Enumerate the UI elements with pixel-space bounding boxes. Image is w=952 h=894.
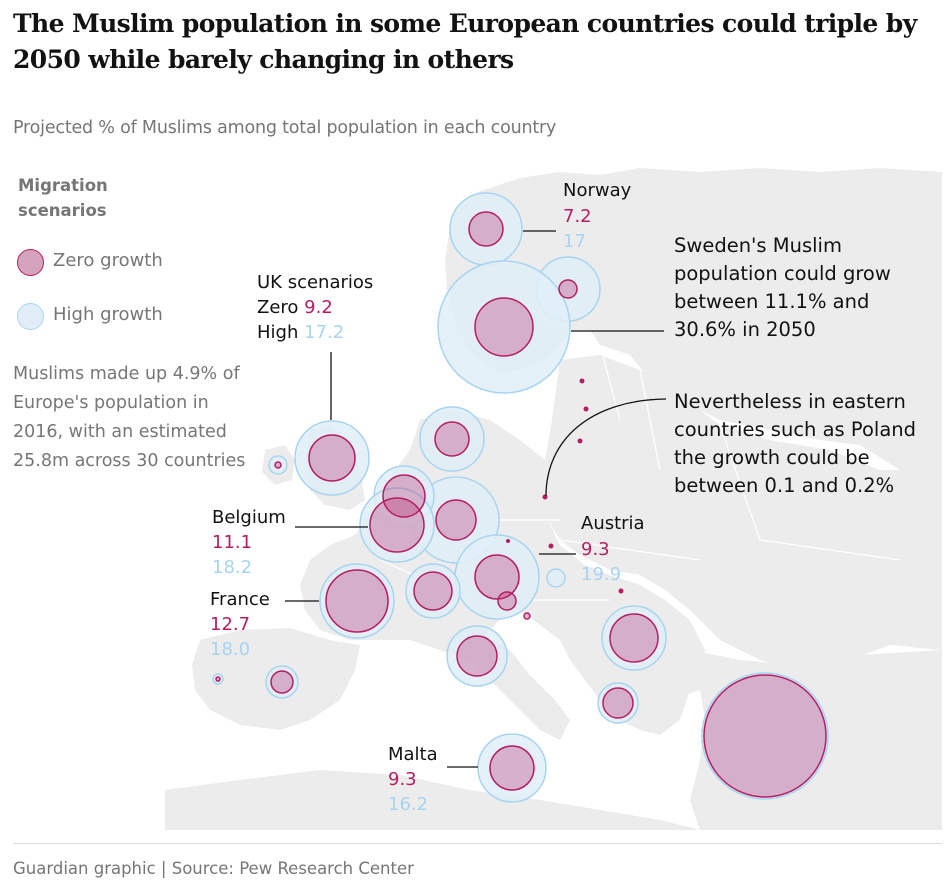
france-zero-bubble (325, 569, 389, 633)
malta-label: Malta (388, 744, 438, 765)
leader-lines (285, 230, 667, 768)
source-divider (13, 843, 942, 844)
belgium-high-value: 18.2 (212, 557, 253, 578)
greece-high-bubble (597, 682, 639, 724)
netherlands-zero-bubble (382, 474, 426, 518)
malta-high-bubble (477, 733, 547, 803)
ireland-high-bubble (268, 455, 288, 475)
uk-zero-prefix: Zero (257, 297, 299, 318)
norway-zero-value: 7.2 (563, 206, 592, 227)
uk-high-prefix: High (257, 322, 299, 343)
finland-zero-bubble (558, 279, 578, 299)
bulgaria-high-bubble (601, 605, 667, 671)
uk-zero-value: 9.2 (304, 297, 333, 318)
uk-zero-row: Zero 9.2 (257, 297, 333, 318)
slovakia-high-bubble (546, 568, 566, 588)
france-label: France (210, 589, 270, 610)
austria-zero-bubble (474, 554, 520, 600)
europe-map (165, 168, 942, 830)
sweden-callout: Sweden's Muslim population could grow be… (674, 232, 891, 344)
legend-zero-swatch (17, 249, 44, 276)
switzerland-zero-bubble (413, 571, 453, 611)
belgium-zero-value: 11.1 (212, 532, 253, 553)
uk-label: UK scenarios (257, 272, 374, 293)
uk-zero-bubble (308, 434, 356, 482)
chart-title: The Muslim population in some European c… (13, 9, 917, 74)
czechia-dot (548, 543, 554, 549)
poland-callout-line1: Nevertheless in eastern (674, 390, 906, 413)
belgium-high-bubble (359, 487, 435, 563)
poland-callout: Nevertheless in eastern countries such a… (674, 388, 916, 500)
cyprus-high-bubble (701, 672, 829, 800)
uk-high-row: High 17.2 (257, 322, 344, 343)
uk-high-bubble (294, 420, 370, 496)
sweden-callout-line3: between 11.1% and (674, 290, 870, 313)
germany-zero-bubble (435, 499, 477, 541)
land-north (445, 168, 942, 470)
estonia-dot (579, 378, 585, 384)
zero-growth-bubbles (215, 211, 827, 798)
latvia-dot (583, 406, 589, 412)
hungary-dot (618, 588, 624, 594)
sweden-callout-line1: Sweden's Muslim (674, 234, 842, 257)
poland-callout-line4: between 0.1 and 0.2% (674, 474, 895, 497)
land-africa (165, 770, 700, 830)
slovakia-dot (506, 539, 510, 543)
france-zero-value: 12.7 (210, 614, 251, 635)
malta-high-value: 16.2 (388, 794, 429, 815)
chart-subtitle: Projected % of Muslims among total popul… (13, 118, 557, 138)
norway-label: Norway (563, 180, 632, 201)
sweden-zero-bubble (474, 297, 534, 357)
france-high-bubble (319, 563, 395, 639)
poland-leader (545, 398, 667, 497)
bulgaria-zero-bubble (609, 613, 659, 663)
france-high-value: 18.0 (210, 639, 251, 660)
poland-callout-line2: countries such as Poland (674, 418, 917, 441)
spain-zero-bubble (270, 670, 294, 694)
greece-zero-bubble (602, 687, 634, 719)
legend-high-label: High growth (53, 304, 163, 325)
legend-high-swatch (17, 303, 44, 330)
legend-heading-line2: scenarios (18, 201, 107, 220)
austria-label: Austria (581, 513, 645, 534)
cyprus-zero-bubble (703, 674, 827, 798)
belgium-zero-bubble (369, 497, 425, 553)
slovenia-zero-bubble (497, 591, 517, 611)
legend-heading-line1: Migration (18, 176, 108, 195)
austria-high-value: 19.9 (581, 564, 622, 585)
lithuania-dot (577, 438, 583, 444)
italy-zero-bubble (456, 635, 498, 677)
norway-high-value: 17 (563, 231, 586, 252)
land-east (540, 355, 942, 670)
ireland-zero-bubble (274, 461, 282, 469)
croatia-zero-bubble (523, 612, 531, 620)
uk-high-value: 17.2 (304, 322, 345, 343)
europe-summary-note: Muslims made up 4.9% of Europe's populat… (13, 364, 246, 471)
legend-heading: Migration scenarios (18, 173, 108, 223)
legend-zero-label: Zero growth (53, 250, 163, 271)
denmark-high-bubble (419, 406, 485, 472)
norway-zero-bubble (468, 211, 504, 247)
portugal-zero-bubble (215, 676, 221, 682)
italy-high-bubble (446, 625, 508, 687)
austria-zero-value: 9.3 (581, 539, 610, 560)
denmark-zero-bubble (434, 421, 470, 457)
sweden-callout-line2: population could grow (674, 262, 891, 285)
sweden-high-bubble (437, 260, 571, 394)
malta-zero-bubble (489, 745, 535, 791)
sweden-callout-line4: 30.6% in 2050 (674, 318, 816, 341)
poland-callout-line3: the growth could be (674, 446, 870, 469)
portugal-high-bubble (212, 673, 224, 685)
belgium-label: Belgium (212, 507, 286, 528)
source-credit: Guardian graphic | Source: Pew Research … (13, 859, 414, 878)
tiny-country-dots (506, 378, 624, 594)
malta-zero-value: 9.3 (388, 769, 417, 790)
poland-dot (542, 494, 548, 500)
